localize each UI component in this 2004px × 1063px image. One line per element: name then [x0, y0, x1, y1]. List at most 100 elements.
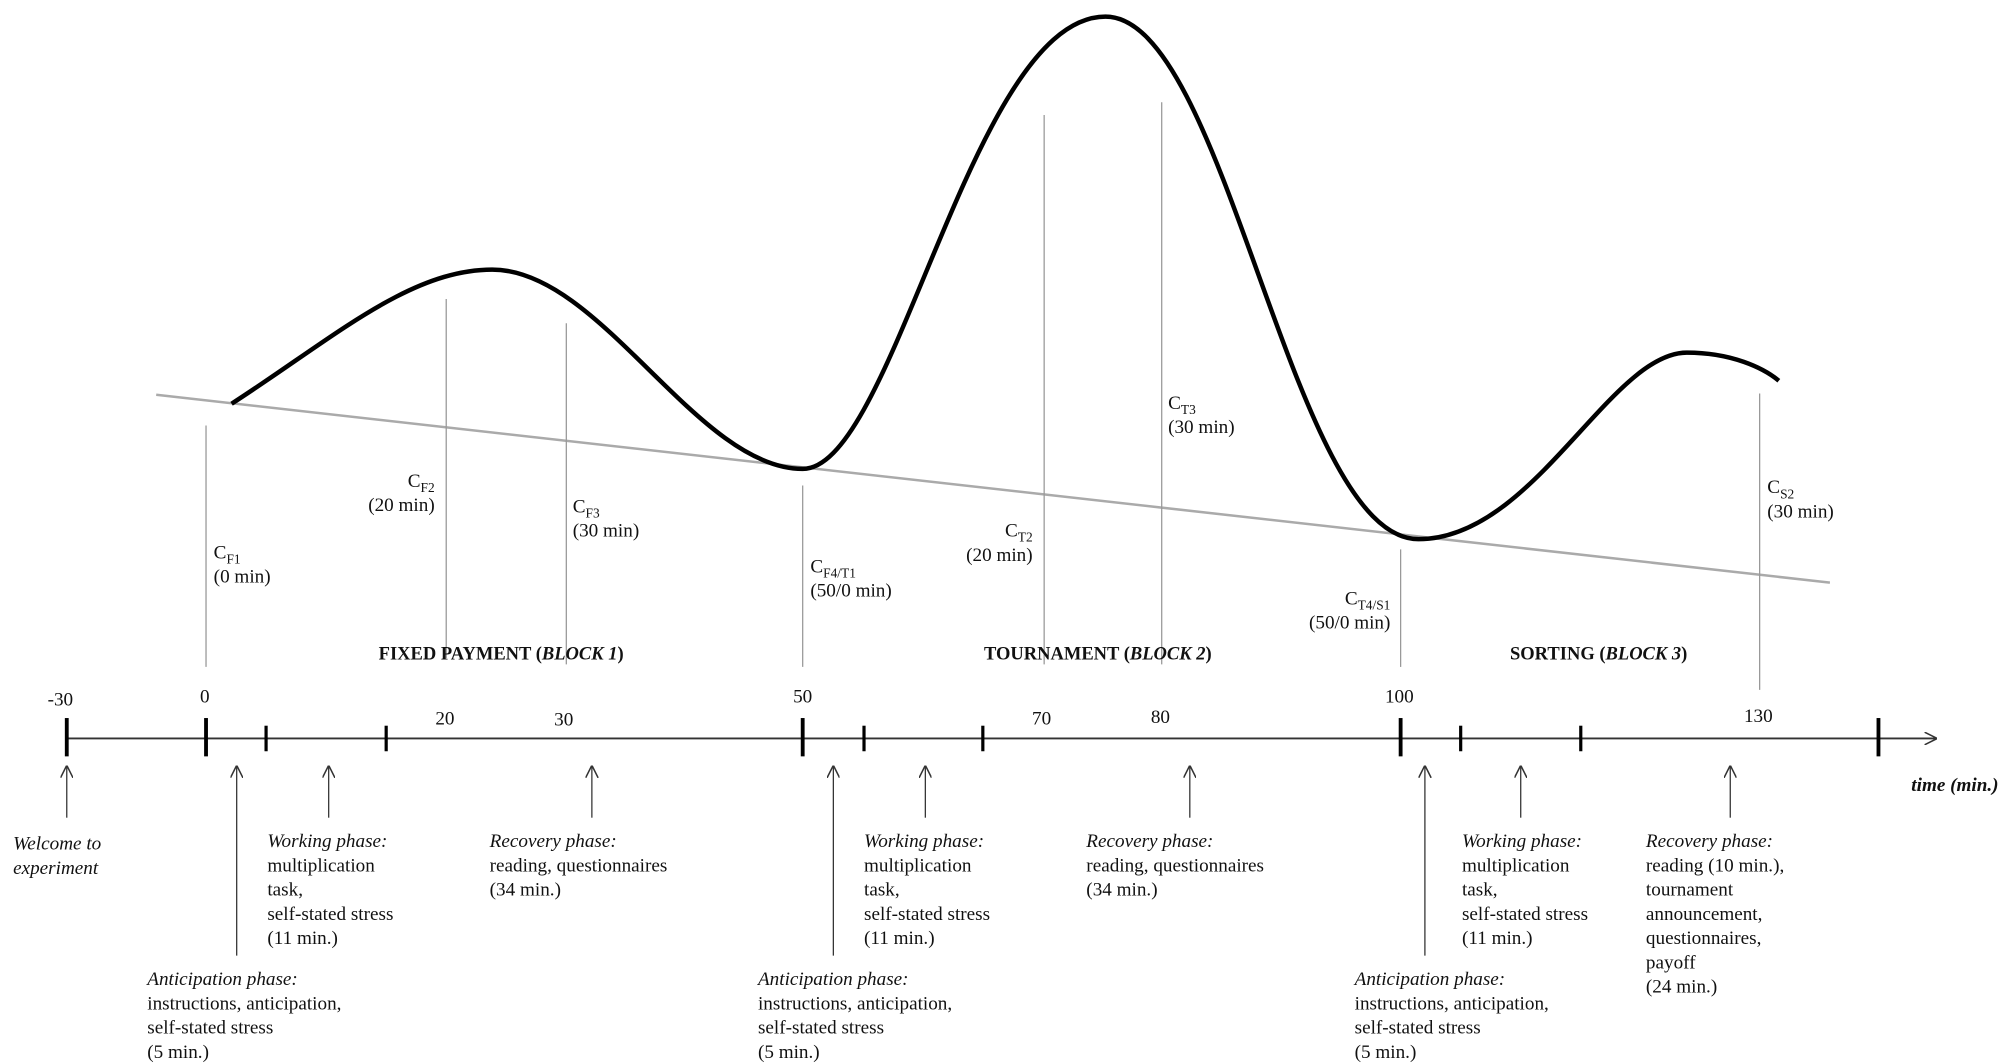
sample-subscript: T3 — [1181, 402, 1196, 417]
phase-detail: self-stated stress — [758, 1018, 884, 1039]
phase-title: Working phase: — [267, 831, 387, 852]
block-number: BLOCK 3 — [1605, 643, 1682, 664]
trend-line — [156, 393, 1831, 584]
block-close: ) — [618, 643, 624, 664]
phase-detail: multiplication — [267, 855, 375, 876]
sample-subscript: S2 — [1780, 486, 1794, 501]
sample-symbol: C — [1345, 588, 1358, 609]
sample-label: CF2 — [408, 471, 435, 495]
block-close: ) — [1681, 643, 1687, 664]
sample-time: (20 min) — [966, 545, 1033, 566]
block-name: FIXED PAYMENT ( — [379, 643, 542, 664]
tick-label: 100 — [1385, 687, 1414, 708]
phase-title: Recovery phase: — [1085, 831, 1213, 852]
sample-subscript: F3 — [585, 505, 599, 520]
block-label: TOURNAMENT (BLOCK 2) — [984, 643, 1212, 664]
phase-detail: instructions, anticipation, — [147, 993, 341, 1014]
sample-subscript: T4/S1 — [1358, 597, 1391, 612]
sample-label: CT4/S1 — [1345, 588, 1391, 612]
sample-label: CF4/T1 — [810, 556, 856, 580]
phase-detail: instructions, anticipation, — [1355, 993, 1549, 1014]
sample-time: (0 min) — [214, 567, 271, 588]
phase-title: Recovery phase: — [489, 831, 617, 852]
sample-time: (30 min) — [1767, 501, 1834, 522]
phase-detail: self-stated stress — [147, 1018, 273, 1039]
sample-label: CT3 — [1168, 393, 1196, 417]
sample-time: (50/0 min) — [810, 581, 891, 602]
block-name: TOURNAMENT ( — [984, 643, 1130, 664]
sample-label: CF3 — [573, 496, 600, 520]
sample-symbol: C — [1767, 477, 1780, 498]
phase-title: Anticipation phase: — [1353, 969, 1506, 990]
tick-label: 0 — [200, 687, 210, 708]
phase-detail: multiplication — [1462, 855, 1570, 876]
phase-detail: (5 min.) — [1355, 1042, 1417, 1063]
phase-detail: reading (10 min.), — [1646, 855, 1784, 876]
block-label: FIXED PAYMENT (BLOCK 1) — [379, 643, 624, 664]
block-number: BLOCK 1 — [541, 643, 618, 664]
phase-title: Anticipation phase: — [756, 969, 909, 990]
phase-title: Recovery phase: — [1645, 831, 1773, 852]
phase-detail: instructions, anticipation, — [758, 993, 952, 1014]
phase-detail: reading, questionnaires — [1086, 855, 1264, 876]
phase-detail: task, — [864, 880, 900, 901]
phase-detail: self-stated stress — [267, 904, 393, 925]
block-label: SORTING (BLOCK 3) — [1510, 643, 1687, 664]
tick-label: 130 — [1744, 706, 1773, 727]
phase-detail: task, — [267, 880, 303, 901]
sample-subscript: F1 — [226, 551, 240, 566]
axis-label: time (min.) — [1911, 775, 1998, 796]
sample-subscript: T2 — [1018, 530, 1033, 545]
tick-label: 70 — [1032, 708, 1051, 729]
sample-symbol: C — [810, 556, 823, 577]
phase-title: Working phase: — [864, 831, 984, 852]
sample-symbol: C — [573, 496, 586, 517]
phase-detail: payoff — [1646, 952, 1696, 973]
phase-detail: (11 min.) — [864, 928, 935, 949]
sample-symbol: C — [1168, 393, 1181, 414]
phase-detail: (11 min.) — [267, 928, 338, 949]
block-close: ) — [1206, 643, 1212, 664]
sample-subscript: F2 — [421, 480, 435, 495]
phase-detail: (11 min.) — [1462, 928, 1533, 949]
stress-curve — [230, 14, 1781, 542]
block-number: BLOCK 2 — [1129, 643, 1206, 664]
phase-detail: (5 min.) — [147, 1042, 209, 1063]
sample-time: (30 min) — [573, 521, 640, 542]
phase-detail: tournament — [1646, 880, 1734, 901]
sample-time: (50/0 min) — [1309, 613, 1390, 634]
phase-detail: (34 min.) — [1086, 880, 1157, 901]
sample-label: CT2 — [1005, 521, 1033, 545]
tick-label: 30 — [554, 710, 573, 731]
tick-label: 50 — [793, 687, 812, 708]
phase-detail: (24 min.) — [1646, 977, 1717, 998]
phase-detail: reading, questionnaires — [490, 855, 668, 876]
sample-time: (20 min) — [368, 495, 435, 516]
phase-detail: self-stated stress — [1462, 904, 1588, 925]
phase-detail: self-stated stress — [1355, 1018, 1481, 1039]
phase-detail: self-stated stress — [864, 904, 990, 925]
block-name: SORTING ( — [1510, 643, 1606, 664]
sample-symbol: C — [214, 542, 227, 563]
phase-title: Anticipation phase: — [145, 969, 298, 990]
sample-label: CS2 — [1767, 477, 1794, 501]
tick-label: -30 — [48, 689, 74, 710]
phase-detail: multiplication — [864, 855, 972, 876]
phase-title: Welcome to — [13, 834, 101, 855]
phase-title: Working phase: — [1462, 831, 1582, 852]
phase-detail: (5 min.) — [758, 1042, 820, 1063]
sample-symbol: C — [408, 471, 421, 492]
phase-detail: (34 min.) — [490, 880, 561, 901]
tick-label: 80 — [1151, 707, 1170, 728]
sample-symbol: C — [1005, 521, 1018, 542]
phase-detail: announcement, — [1646, 904, 1763, 925]
phase-detail: questionnaires, — [1646, 928, 1761, 949]
phase-title: experiment — [13, 858, 99, 879]
sample-time: (30 min) — [1168, 417, 1235, 438]
sample-label: CF1 — [214, 542, 241, 566]
phase-detail: task, — [1462, 880, 1498, 901]
tick-label: 20 — [435, 708, 454, 729]
sample-subscript: F4/T1 — [823, 565, 856, 580]
